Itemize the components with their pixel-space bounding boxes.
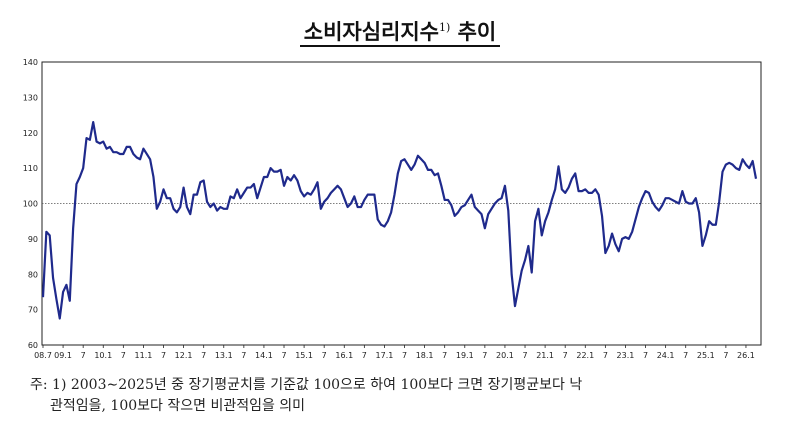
footnote: 주: 1) 2003∼2025년 중 장기평균치를 기준값 100으로 하여 1…	[30, 375, 780, 417]
y-tick-label: 120	[23, 129, 38, 138]
series-line	[41, 121, 758, 320]
x-tick-label: 09.1	[54, 351, 72, 360]
y-tick-label: 60	[28, 341, 38, 350]
x-tick-label: 7	[281, 351, 286, 360]
title-text: 소비자심리지수	[303, 19, 439, 44]
x-tick-label: 26.1	[737, 351, 755, 360]
consumer-sentiment-chart: 60 70 80 90 100 110 120 130 140 08.7 09.1 7 10.1 7 11…	[23, 58, 762, 360]
x-tick-label: 24.1	[657, 351, 675, 360]
y-tick-label: 90	[28, 235, 38, 244]
footnote-line-2: 관적임을, 100보다 작으면 비관적임을 의미	[50, 398, 306, 414]
x-tick-label: 7	[683, 351, 688, 360]
x-axis: 08.7 09.1 7 10.1 7 11.1 7 12.1 7 13.1 7 14.1 7 15.1 7 1…	[34, 345, 755, 360]
x-tick-label: 7	[723, 351, 728, 360]
x-tick-label: 21.1	[536, 351, 554, 360]
x-tick-label: 15.1	[295, 351, 313, 360]
x-tick-label: 7	[643, 351, 648, 360]
x-tick-label: 20.1	[496, 351, 514, 360]
y-tick-label: 130	[23, 93, 38, 102]
x-tick-label: 7	[161, 351, 166, 360]
title-footnote-mark: 1)	[439, 21, 451, 34]
x-tick-label: 18.1	[416, 351, 434, 360]
x-tick-label: 10.1	[94, 351, 112, 360]
y-tick-label: 80	[28, 270, 38, 279]
x-tick-label: 11.1	[135, 351, 153, 360]
x-tick-label: 7	[522, 351, 527, 360]
x-tick-label: 17.1	[376, 351, 394, 360]
x-tick-label: 25.1	[697, 351, 715, 360]
x-tick-label: 16.1	[335, 351, 353, 360]
x-tick-label: 7	[402, 351, 407, 360]
y-tick-label: 70	[28, 306, 38, 315]
x-tick-label: 7	[603, 351, 608, 360]
chart-title: 소비자심리지수1) 추이	[0, 16, 800, 47]
x-tick-label: 23.1	[617, 351, 635, 360]
title-suffix: 추이	[457, 19, 497, 44]
x-tick-label: 7	[563, 351, 568, 360]
y-tick-label: 110	[23, 164, 38, 173]
x-tick-label: 7	[322, 351, 327, 360]
x-tick-label: 7	[81, 351, 86, 360]
x-tick-label: 7	[241, 351, 246, 360]
x-tick-label: 7	[201, 351, 206, 360]
x-tick-label: 7	[442, 351, 447, 360]
y-tick-label: 100	[23, 200, 38, 209]
x-tick-label: 22.1	[576, 351, 594, 360]
y-axis: 60 70 80 90 100 110 120 130 140	[23, 58, 38, 350]
x-tick-label: 14.1	[255, 351, 273, 360]
x-tick-label: 12.1	[175, 351, 193, 360]
x-tick-label: 7	[482, 351, 487, 360]
x-tick-label: 19.1	[456, 351, 474, 360]
x-tick-label: 08.7	[34, 351, 52, 360]
x-tick-label: 13.1	[215, 351, 233, 360]
y-tick-label: 140	[23, 58, 38, 67]
x-tick-label: 7	[121, 351, 126, 360]
x-tick-label: 7	[362, 351, 367, 360]
footnote-line-1: 주: 1) 2003∼2025년 중 장기평균치를 기준값 100으로 하여 1…	[30, 377, 583, 393]
